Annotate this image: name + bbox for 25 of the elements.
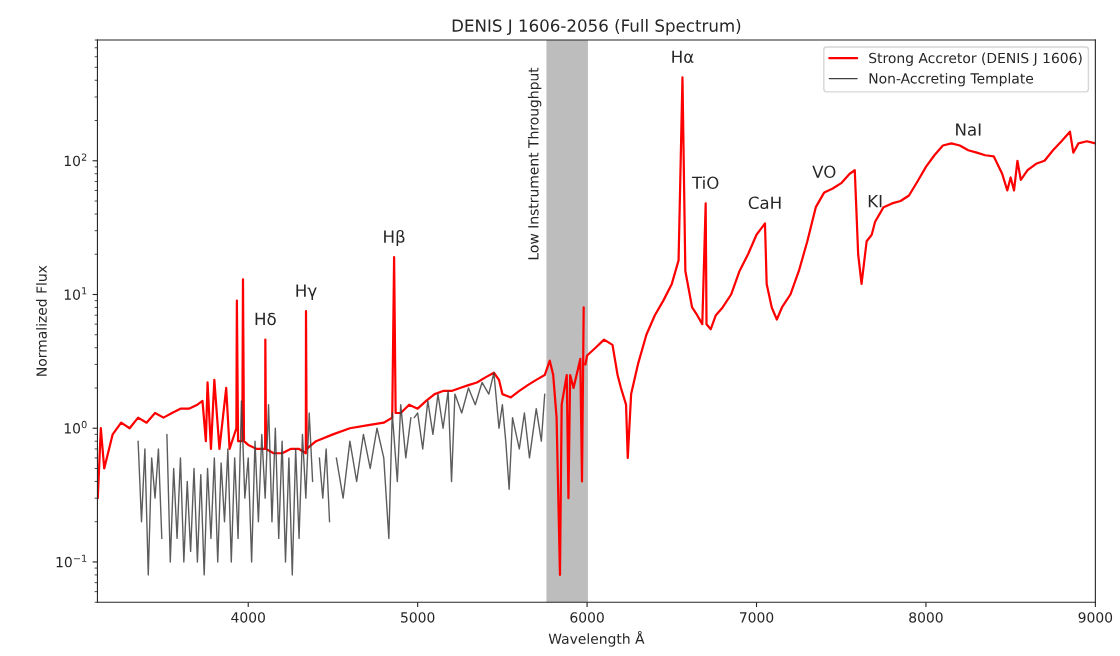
annotation: Hα (672, 50, 694, 64)
annotation: KI (868, 195, 882, 208)
y-tick-label: 10$^{−1}$ (56, 554, 87, 568)
annotation: VO (812, 165, 836, 179)
x-tick-label: 8000 (909, 612, 943, 623)
band-label: Low Instrument Throughput (527, 67, 542, 260)
annotation: Hγ (296, 284, 317, 301)
x-tick-label: 5000 (401, 612, 435, 623)
x-tick-label: 4000 (231, 612, 265, 623)
y-axis-title: Normalized Flux (36, 265, 47, 376)
chart-title: DENIS J 1606-2056 (Full Spectrum) (452, 19, 741, 36)
annotation: NaI (956, 123, 981, 136)
x-tick-label: 9000 (1078, 612, 1113, 623)
legend-label: Strong Accretor (DENIS J 1606) (869, 52, 1082, 66)
y-tick-label: 10$^{2}$ (64, 153, 87, 167)
annotation: Hδ (255, 312, 276, 326)
x-tick-label: 6000 (570, 612, 604, 623)
annotation: CaH (748, 196, 781, 210)
annotation: TiO (691, 176, 719, 190)
y-tick-label: 10$^{1}$ (64, 287, 87, 300)
legend-label: Non-Accreting Template (869, 72, 1034, 87)
annotation: Hβ (384, 229, 405, 247)
x-axis-title: Wavelength Å (548, 630, 645, 647)
y-tick-label: 10$^{0}$ (64, 420, 87, 434)
x-tick-label: 7000 (739, 612, 774, 623)
